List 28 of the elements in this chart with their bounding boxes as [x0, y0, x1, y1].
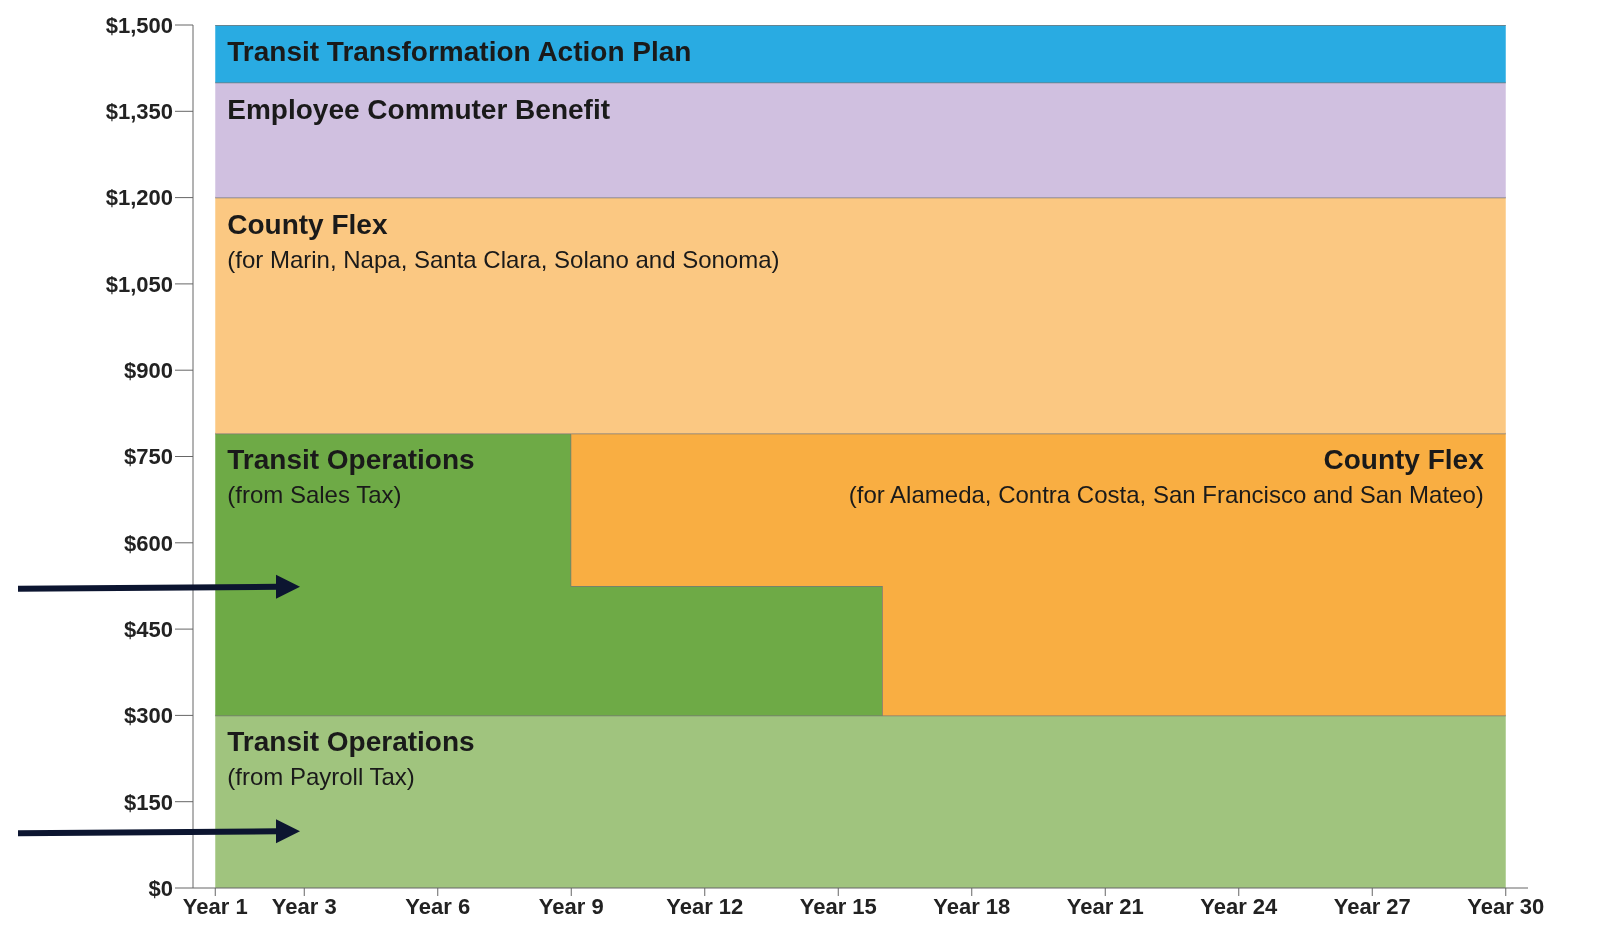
y-tick-label: $1,350 [105, 99, 173, 125]
series-label: Transit Operations (from Sales Tax) [227, 444, 475, 509]
x-tick-label: Year 30 [1467, 893, 1545, 919]
x-tick-label: Year 6 [405, 893, 471, 919]
series-label: Transit Transformation Action Plan [227, 36, 692, 67]
x-tick-label: Year 15 [799, 893, 877, 919]
series-label: County Flex (for Alameda, Contra Costa, San Francisco and San Mateo) [848, 444, 1485, 509]
y-tick-label: $600 [124, 530, 173, 556]
x-tick-label: Year 9 [538, 893, 604, 919]
y-tick-label: $750 [124, 444, 173, 470]
x-tick-label: Year 21 [1066, 893, 1144, 919]
x-tick-label: Year 12 [666, 893, 744, 919]
y-tick-label: $1,050 [105, 271, 173, 297]
x-tick-label: Year 24 [1200, 893, 1279, 919]
y-tick-label: $450 [124, 616, 173, 642]
series-label: Transit Operations (from Payroll Tax) [227, 726, 475, 791]
x-tick-label: Year 1 [182, 893, 248, 919]
series-label: Employee Commuter Benefit [227, 93, 610, 125]
y-tick-label: $1,200 [105, 185, 173, 211]
x-tick-label: Year 18 [933, 893, 1011, 919]
x-tick-label: Year 3 [271, 893, 337, 919]
y-tick-label: $0 [148, 875, 173, 901]
y-tick-label: $300 [124, 703, 173, 729]
y-tick-label: $1,500 [105, 12, 173, 38]
y-tick-label: $900 [124, 358, 173, 384]
y-tick-label: $150 [124, 789, 173, 815]
x-tick-label: Year 27 [1333, 893, 1411, 919]
series-label: County Flex (for Marin, Napa, Santa Clara, Solano and Sonoma) [227, 208, 780, 273]
